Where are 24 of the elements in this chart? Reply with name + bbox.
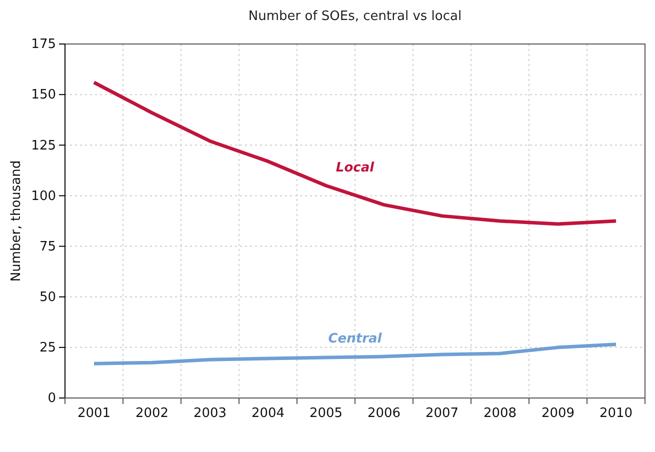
series-label: Central — [328, 332, 382, 347]
x-tick-label: 2005 — [309, 406, 343, 422]
y-tick-label: 175 — [31, 37, 56, 52]
y-tick-label: 75 — [39, 239, 56, 254]
x-tick-label: 2001 — [77, 406, 111, 422]
x-tick-label: 2002 — [135, 406, 169, 422]
chart-title: Number of SOEs, central vs local — [248, 9, 462, 24]
x-tick-label: 2010 — [599, 406, 633, 422]
y-tick-label: 50 — [39, 290, 56, 306]
x-tick-label: 2009 — [541, 406, 575, 422]
x-tick-label: 2003 — [193, 406, 227, 422]
x-tick-label: 2006 — [367, 406, 401, 422]
line-series — [92, 80, 618, 226]
y-tick-label: 150 — [31, 88, 56, 103]
y-tick-label: 0 — [48, 391, 56, 406]
x-tick-label: 2008 — [483, 406, 517, 422]
y-tick-label: 100 — [31, 188, 56, 204]
y-tick-label: 25 — [39, 340, 56, 356]
series-label: Local — [336, 160, 375, 176]
x-tick-label: 2004 — [251, 406, 285, 422]
x-tick-label: 2007 — [425, 406, 459, 422]
y-tick-label: 125 — [31, 138, 56, 154]
line-series — [92, 342, 618, 366]
y-axis-title: Number, thousand — [9, 160, 24, 282]
